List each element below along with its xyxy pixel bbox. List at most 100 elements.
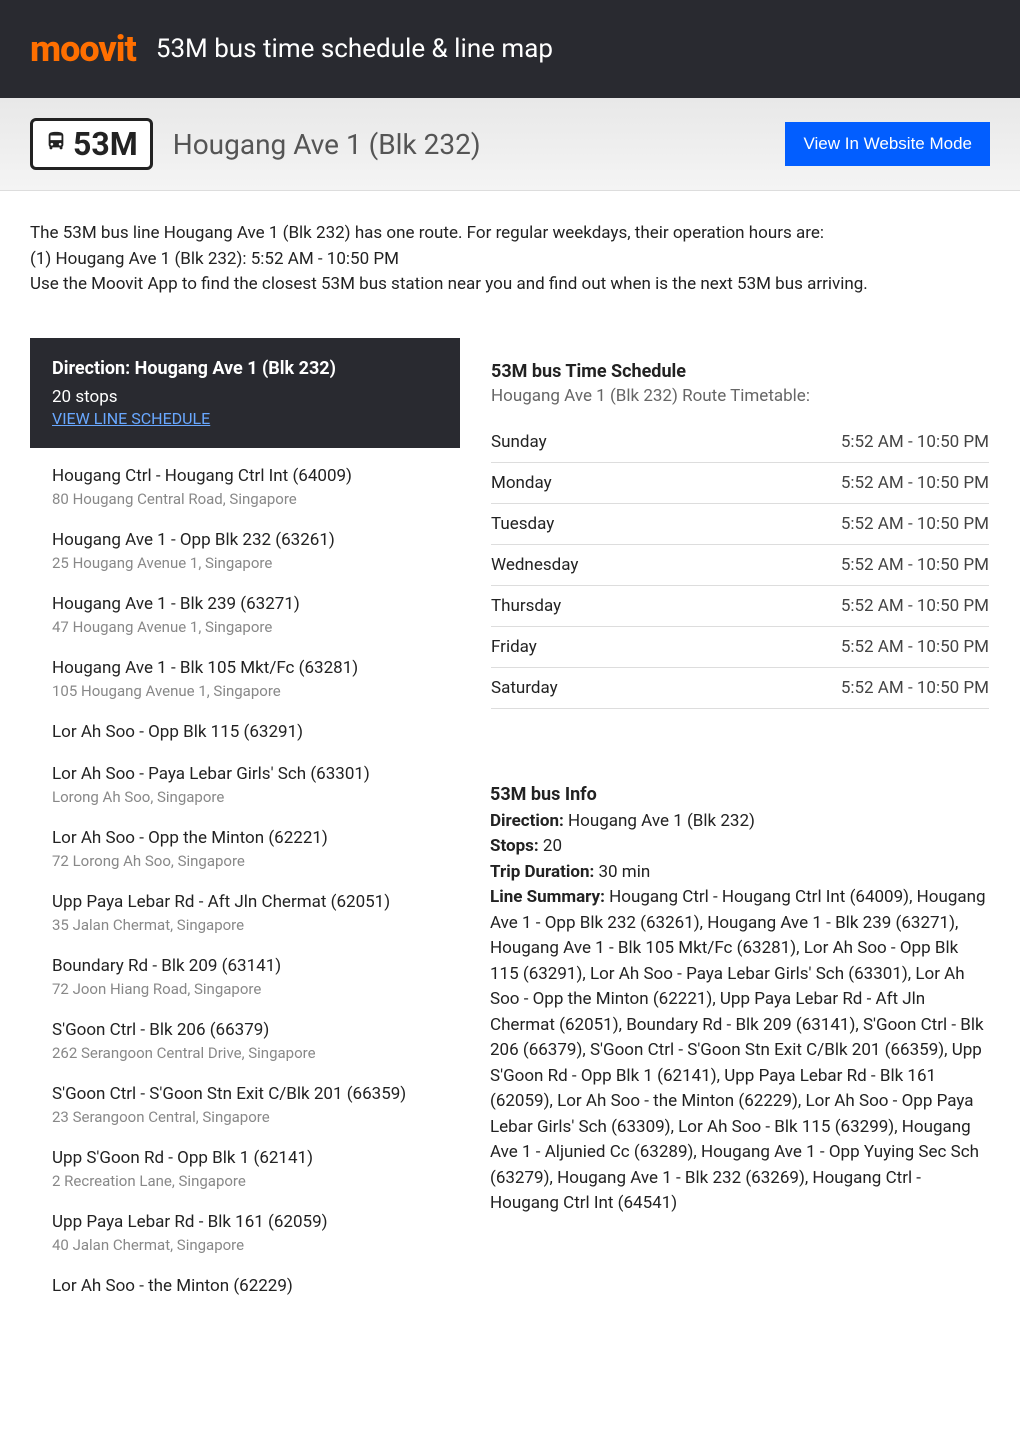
info-direction-label: Direction: [490, 811, 564, 831]
direction-title: Direction: Hougang Ave 1 (Blk 232) [52, 358, 438, 379]
schedule-row: Wednesday5:52 AM - 10:50 PM [491, 544, 989, 585]
info-title: 53M bus Info [490, 784, 990, 805]
info-summary-label: Line Summary: [490, 887, 605, 907]
schedule-row: Friday5:52 AM - 10:50 PM [491, 626, 989, 667]
hero-section: 53M Hougang Ave 1 (Blk 232) View In Webs… [0, 98, 1020, 191]
schedule-table: Sunday5:52 AM - 10:50 PMMonday5:52 AM - … [491, 422, 989, 709]
stop-item: S'Goon Ctrl - Blk 206 (66379) 262 Serango… [52, 1020, 438, 1062]
stop-item: Lor Ah Soo - Opp Blk 115 (63291) [52, 722, 438, 742]
intro-text: The 53M bus line Hougang Ave 1 (Blk 232)… [0, 191, 1020, 318]
stops-list: Hougang Ctrl - Hougang Ctrl Int (64009) 8… [30, 448, 460, 1296]
info-stops: Stops: 20 [490, 834, 990, 860]
stop-name: Hougang Ave 1 - Opp Blk 232 (63261) [52, 530, 438, 550]
info-duration: Trip Duration: 30 min [490, 860, 990, 886]
stop-name: Upp Paya Lebar Rd - Blk 161 (62059) [52, 1212, 438, 1232]
schedule-hours: 5:52 AM - 10:50 PM [676, 422, 989, 463]
stop-address: 72 Joon Hiang Road, Singapore [52, 980, 438, 998]
stop-name: Lor Ah Soo - Paya Lebar Girls' Sch (6330… [52, 764, 438, 784]
info-direction: Direction: Hougang Ave 1 (Blk 232) [490, 809, 990, 835]
stop-address: 23 Serangoon Central, Singapore [52, 1108, 438, 1126]
schedule-panel: 53M bus Time Schedule Hougang Ave 1 (Blk… [490, 338, 990, 732]
schedule-day: Wednesday [491, 544, 676, 585]
stop-item: Lor Ah Soo - Opp the Minton (62221) 72 Lo… [52, 828, 438, 870]
info-summary-value: Hougang Ctrl - Hougang Ctrl Int (64009),… [490, 887, 986, 1213]
stop-name: Boundary Rd - Blk 209 (63141) [52, 956, 438, 976]
stop-address: 80 Hougang Central Road, Singapore [52, 490, 438, 508]
schedule-day: Friday [491, 626, 676, 667]
schedule-title: 53M bus Time Schedule [491, 361, 989, 382]
stop-address: Lorong Ah Soo, Singapore [52, 788, 438, 806]
schedule-row: Monday5:52 AM - 10:50 PM [491, 462, 989, 503]
schedule-row: Thursday5:52 AM - 10:50 PM [491, 585, 989, 626]
stop-name: S'Goon Ctrl - S'Goon Stn Exit C/Blk 201 … [52, 1084, 438, 1104]
stop-address: 25 Hougang Avenue 1, Singapore [52, 554, 438, 572]
stop-item: S'Goon Ctrl - S'Goon Stn Exit C/Blk 201 … [52, 1084, 438, 1126]
content-columns: Direction: Hougang Ave 1 (Blk 232) 20 st… [0, 318, 1020, 1338]
stop-name: Upp Paya Lebar Rd - Aft Jln Chermat (620… [52, 892, 438, 912]
stop-address: 35 Jalan Chermat, Singapore [52, 916, 438, 934]
intro-line-3: Use the Moovit App to find the closest 5… [30, 272, 990, 298]
line-number: 53M [73, 125, 138, 163]
view-website-button[interactable]: View In Website Mode [785, 122, 990, 166]
stop-name: S'Goon Ctrl - Blk 206 (66379) [52, 1020, 438, 1040]
stop-address: 40 Jalan Chermat, Singapore [52, 1236, 438, 1254]
stop-name: Lor Ah Soo - Opp the Minton (62221) [52, 828, 438, 848]
bus-icon [45, 130, 67, 158]
intro-line-2: (1) Hougang Ave 1 (Blk 232): 5:52 AM - 1… [30, 247, 990, 273]
schedule-day: Thursday [491, 585, 676, 626]
schedule-hours: 5:52 AM - 10:50 PM [676, 626, 989, 667]
info-direction-value: Hougang Ave 1 (Blk 232) [564, 811, 755, 831]
stop-name: Hougang Ave 1 - Blk 105 Mkt/Fc (63281) [52, 658, 438, 678]
hero-left: 53M Hougang Ave 1 (Blk 232) [30, 118, 481, 170]
schedule-hours: 5:52 AM - 10:50 PM [676, 503, 989, 544]
schedule-hours: 5:52 AM - 10:50 PM [676, 667, 989, 708]
intro-line-1: The 53M bus line Hougang Ave 1 (Blk 232)… [30, 221, 990, 247]
stop-item: Upp Paya Lebar Rd - Aft Jln Chermat (620… [52, 892, 438, 934]
schedule-hours: 5:52 AM - 10:50 PM [676, 585, 989, 626]
right-column: 53M bus Time Schedule Hougang Ave 1 (Blk… [490, 338, 990, 1239]
stop-item: Upp S'Goon Rd - Opp Blk 1 (62141) 2 Recre… [52, 1148, 438, 1190]
schedule-row: Sunday5:52 AM - 10:50 PM [491, 422, 989, 463]
header: moovit 53M bus time schedule & line map [0, 0, 1020, 98]
route-name: Hougang Ave 1 (Blk 232) [173, 128, 481, 161]
info-summary: Line Summary: Hougang Ctrl - Hougang Ctr… [490, 885, 990, 1217]
info-stops-label: Stops: [490, 836, 539, 856]
stop-address: 262 Serangoon Central Drive, Singapore [52, 1044, 438, 1062]
direction-box: Direction: Hougang Ave 1 (Blk 232) 20 st… [30, 338, 460, 448]
schedule-day: Monday [491, 462, 676, 503]
logo-text: moovit [30, 28, 136, 70]
stop-address: 72 Lorong Ah Soo, Singapore [52, 852, 438, 870]
stops-count: 20 stops [52, 387, 438, 407]
stop-name: Hougang Ave 1 - Blk 239 (63271) [52, 594, 438, 614]
schedule-day: Sunday [491, 422, 676, 463]
schedule-row: Saturday5:52 AM - 10:50 PM [491, 667, 989, 708]
schedule-day: Tuesday [491, 503, 676, 544]
stop-item: Lor Ah Soo - the Minton (62229) [52, 1276, 438, 1296]
view-line-schedule-link[interactable]: VIEW LINE SCHEDULE [52, 409, 210, 428]
schedule-hours: 5:52 AM - 10:50 PM [676, 462, 989, 503]
info-duration-value: 30 min [594, 862, 650, 882]
left-column: Direction: Hougang Ave 1 (Blk 232) 20 st… [30, 338, 460, 1318]
stop-name: Hougang Ctrl - Hougang Ctrl Int (64009) [52, 466, 438, 486]
stop-address: 105 Hougang Avenue 1, Singapore [52, 682, 438, 700]
stop-item: Hougang Ave 1 - Blk 239 (63271) 47 Hougan… [52, 594, 438, 636]
schedule-row: Tuesday5:52 AM - 10:50 PM [491, 503, 989, 544]
stop-item: Boundary Rd - Blk 209 (63141) 72 Joon Hia… [52, 956, 438, 998]
stop-item: Hougang Ctrl - Hougang Ctrl Int (64009) 8… [52, 466, 438, 508]
stop-address: 2 Recreation Lane, Singapore [52, 1172, 438, 1190]
stop-item: Upp Paya Lebar Rd - Blk 161 (62059) 40 Ja… [52, 1212, 438, 1254]
info-panel: 53M bus Info Direction: Hougang Ave 1 (B… [490, 762, 990, 1239]
stop-item: Hougang Ave 1 - Opp Blk 232 (63261) 25 Ho… [52, 530, 438, 572]
info-stops-value: 20 [539, 836, 562, 856]
stop-name: Lor Ah Soo - Opp Blk 115 (63291) [52, 722, 438, 742]
line-badge: 53M [30, 118, 153, 170]
stop-name: Lor Ah Soo - the Minton (62229) [52, 1276, 438, 1296]
schedule-subtitle: Hougang Ave 1 (Blk 232) Route Timetable: [491, 386, 989, 406]
logo: moovit [30, 28, 136, 70]
info-duration-label: Trip Duration: [490, 862, 594, 882]
stop-name: Upp S'Goon Rd - Opp Blk 1 (62141) [52, 1148, 438, 1168]
stop-item: Hougang Ave 1 - Blk 105 Mkt/Fc (63281) 10… [52, 658, 438, 700]
schedule-hours: 5:52 AM - 10:50 PM [676, 544, 989, 585]
header-title: 53M bus time schedule & line map [156, 34, 553, 64]
stop-address: 47 Hougang Avenue 1, Singapore [52, 618, 438, 636]
